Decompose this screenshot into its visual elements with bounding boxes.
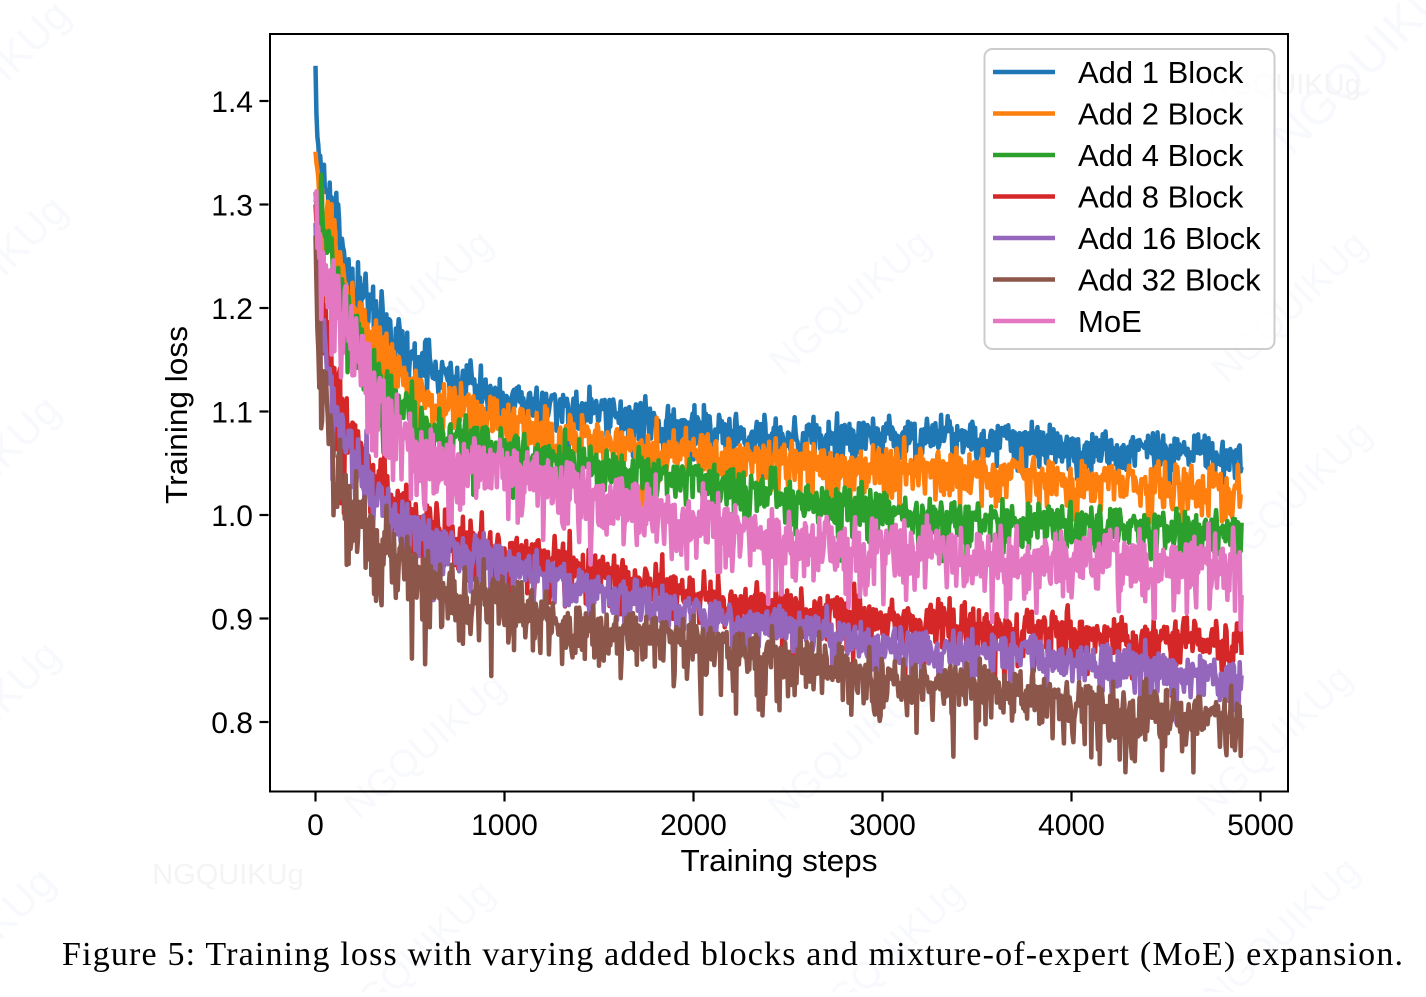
svg-text:1.4: 1.4: [211, 86, 253, 119]
svg-text:1000: 1000: [471, 809, 538, 842]
svg-text:0: 0: [307, 809, 324, 842]
svg-text:Add 16 Block: Add 16 Block: [1078, 221, 1261, 256]
svg-text:1.2: 1.2: [211, 293, 253, 326]
svg-text:Add 32 Block: Add 32 Block: [1078, 263, 1261, 298]
svg-text:0.9: 0.9: [211, 604, 253, 637]
svg-text:NGQUIKUg: NGQUIKUg: [152, 859, 303, 891]
svg-text:Figure 5: Training loss with v: Figure 5: Training loss with varying add…: [62, 936, 1403, 973]
svg-text:Add 4 Block: Add 4 Block: [1078, 138, 1244, 173]
svg-text:2000: 2000: [660, 809, 727, 842]
svg-text:Add 2 Block: Add 2 Block: [1078, 97, 1244, 132]
svg-text:Training loss: Training loss: [159, 326, 194, 504]
svg-text:Add 8 Block: Add 8 Block: [1078, 180, 1244, 215]
svg-text:Add 1 Block: Add 1 Block: [1078, 55, 1244, 90]
svg-text:4000: 4000: [1038, 809, 1105, 842]
svg-text:MoE: MoE: [1078, 304, 1142, 339]
svg-text:0.8: 0.8: [211, 707, 253, 740]
svg-text:5000: 5000: [1227, 809, 1294, 842]
svg-text:3000: 3000: [849, 809, 916, 842]
svg-text:1.1: 1.1: [211, 397, 253, 430]
svg-text:Training steps: Training steps: [681, 843, 878, 878]
svg-text:1.3: 1.3: [211, 190, 253, 223]
svg-text:1.0: 1.0: [211, 500, 253, 533]
